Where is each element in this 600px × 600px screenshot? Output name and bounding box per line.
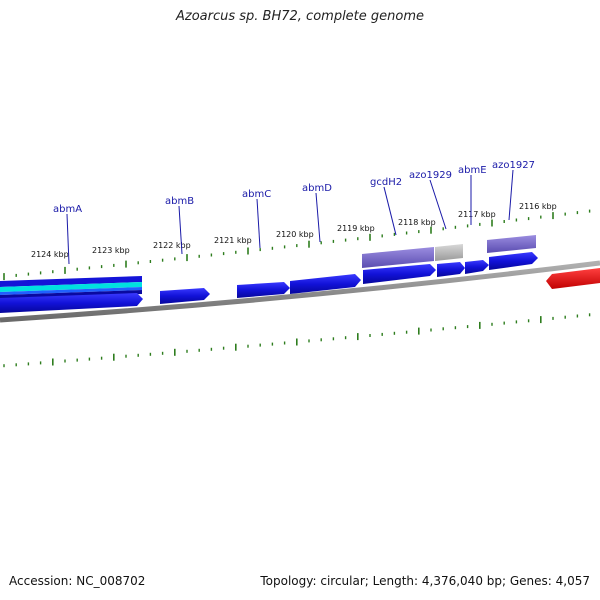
accession-text: Accession: NC_008702: [9, 574, 146, 588]
gene-label-azo1929[interactable]: azo1929: [409, 170, 452, 181]
gene-arrow-azo1927[interactable]: [489, 252, 538, 270]
lower-scale-ticks: [3, 313, 591, 368]
gene-label-abmB[interactable]: abmB: [165, 196, 194, 207]
feature-track-upper: [362, 235, 536, 268]
leader-line-abmD: [315, 192, 321, 243]
gene-arrow-abmD[interactable]: [290, 274, 361, 294]
scale-labels: 2124 kbp 2123 kbp 2122 kbp 2121 kbp 2120…: [31, 202, 557, 259]
upper-scale-ticks: [3, 209, 591, 281]
label-leaders: [66, 169, 514, 265]
leader-line-abmB: [178, 205, 183, 255]
gene-label-abmA[interactable]: abmA: [53, 204, 82, 215]
leader-line-gcdH2: [383, 186, 397, 236]
gene-track: [0, 252, 600, 313]
scale-label: 2116 kbp: [519, 202, 557, 211]
gene-label-azo1927[interactable]: azo1927: [492, 160, 535, 171]
gene-arrow-abmA[interactable]: [0, 293, 143, 313]
leader-line-azo1927: [508, 169, 514, 221]
scale-label: 2123 kbp: [92, 246, 130, 255]
gene-arrow-azo1929[interactable]: [437, 262, 465, 277]
feature-bar-azo1929[interactable]: [435, 244, 463, 261]
scale-label: 2121 kbp: [214, 236, 252, 245]
leader-line-abmA: [66, 213, 70, 265]
feature-bar-gcdH2[interactable]: [362, 247, 434, 268]
gene-arrow-abmC[interactable]: [237, 282, 290, 298]
gene-labels: abmA abmB abmC abmD gcdH2 azo1929 abmE a…: [53, 160, 535, 215]
gene-arrow-abmE[interactable]: [465, 260, 489, 274]
gene-label-abmD[interactable]: abmD: [302, 183, 332, 194]
scale-label: 2120 kbp: [276, 230, 314, 239]
leader-line-abmC: [256, 198, 261, 249]
genome-summary-text: Topology: circular; Length: 4,376,040 bp…: [260, 574, 590, 588]
scale-label: 2119 kbp: [337, 224, 375, 233]
scale-label: 2117 kbp: [458, 210, 496, 219]
scale-label: 2122 kbp: [153, 241, 191, 250]
gene-label-abmE[interactable]: abmE: [458, 165, 487, 176]
figure-title: Azoarcus sp. BH72, complete genome: [175, 9, 425, 24]
gene-arrow-reverse[interactable]: [546, 268, 600, 289]
genome-backbone: [0, 260, 600, 323]
leader-line-azo1929: [429, 179, 447, 230]
gene-arrow-abmB[interactable]: [160, 288, 210, 304]
scale-label: 2118 kbp: [398, 218, 436, 227]
scale-label: 2124 kbp: [31, 250, 69, 259]
feature-bar-azo1927[interactable]: [487, 235, 536, 253]
gene-label-abmC[interactable]: abmC: [242, 189, 271, 200]
gene-label-gcdH2[interactable]: gcdH2: [370, 177, 402, 188]
gene-arrow-gcdH2[interactable]: [363, 264, 436, 284]
